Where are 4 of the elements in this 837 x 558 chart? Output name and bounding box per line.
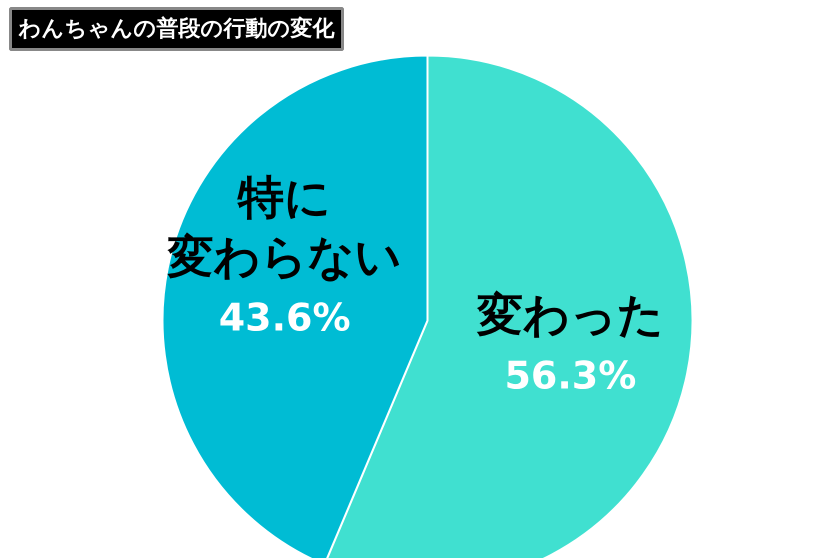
data-label: 56.3% bbox=[504, 353, 636, 398]
slice-label: 変わった bbox=[476, 287, 664, 342]
chart-title: わんちゃんの普段の行動の変化 bbox=[18, 16, 336, 42]
data-label: 43.6% bbox=[218, 296, 351, 340]
